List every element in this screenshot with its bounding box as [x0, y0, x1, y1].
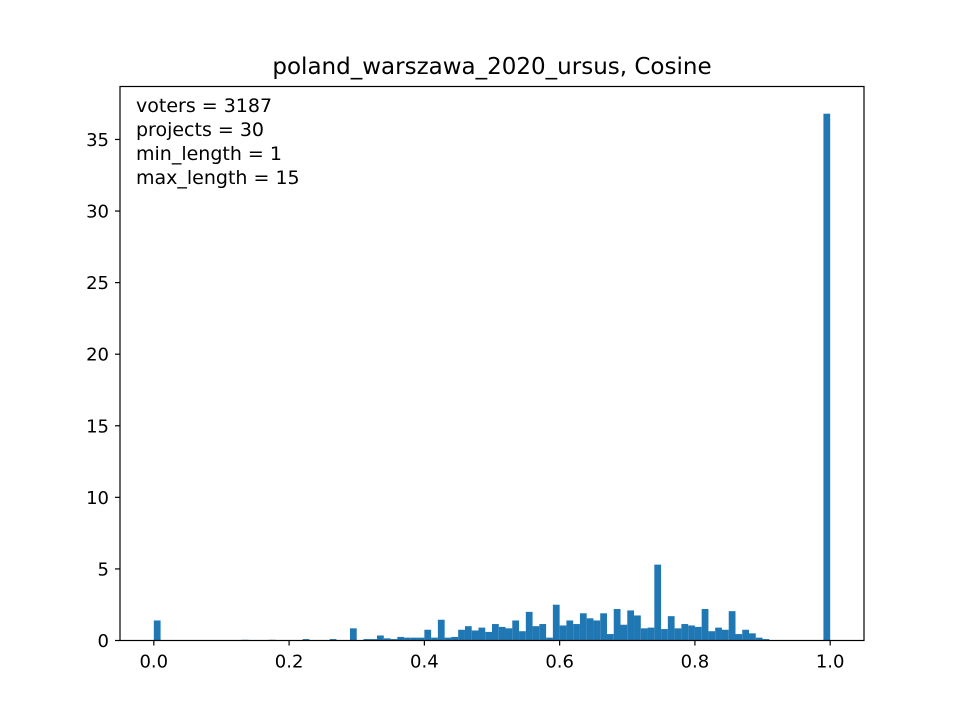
- histogram-bar: [153, 620, 161, 641]
- histogram-bar: [708, 631, 716, 641]
- histogram-bar: [397, 636, 405, 641]
- histogram-bar: [674, 628, 682, 641]
- histogram-bar: [485, 631, 492, 641]
- histogram-bar: [566, 620, 574, 641]
- histogram-bar: [444, 637, 452, 641]
- histogram-bar: [586, 618, 594, 641]
- annotation-projects: projects = 30: [136, 119, 264, 141]
- histogram-bar: [363, 639, 371, 641]
- x-tick-label: 0.2: [275, 652, 304, 673]
- histogram-bar: [431, 637, 438, 641]
- x-tick-label: 0.8: [681, 652, 710, 673]
- histogram-bar: [627, 610, 635, 641]
- histogram-bar: [620, 624, 628, 641]
- histogram-bar: [701, 609, 709, 641]
- axes-frame: [119, 85, 865, 642]
- histogram-bar: [694, 626, 702, 641]
- histogram-bar: [383, 638, 391, 641]
- histogram-bar: [302, 639, 310, 641]
- histogram-bar: [525, 611, 533, 641]
- annotation-box: voters = 3187 projects = 30 min_length =…: [136, 95, 300, 189]
- histogram-bar: [410, 637, 418, 641]
- histogram-bar: [390, 639, 398, 641]
- histogram-bar: [600, 613, 607, 641]
- histogram-bar: [451, 636, 459, 641]
- histogram-bar: [498, 626, 506, 641]
- histogram-bar: [539, 624, 547, 641]
- histogram-bar: [437, 619, 445, 641]
- histogram-bar: [559, 625, 567, 641]
- histogram-bar: [552, 604, 560, 641]
- histogram-bar: [613, 609, 621, 641]
- histogram-bar: [681, 624, 689, 641]
- histogram-bar: [329, 639, 337, 641]
- histogram-bar: [661, 629, 668, 641]
- histogram-bar: [519, 631, 526, 641]
- x-tick-label: 1.0: [816, 652, 845, 673]
- histogram-bar: [735, 634, 743, 641]
- histogram-bar: [593, 620, 601, 641]
- y-tick-label: 30: [86, 202, 109, 223]
- histogram-bar: [755, 637, 763, 641]
- histogram-bar: [749, 633, 756, 641]
- x-tick-label: 0.4: [410, 652, 439, 673]
- histogram-bar: [647, 627, 655, 641]
- histogram-bar: [823, 113, 831, 641]
- y-tick-label: 0: [98, 631, 109, 652]
- histogram-bar: [471, 630, 479, 641]
- histogram-bar: [762, 639, 770, 641]
- histogram-bar: [715, 627, 722, 641]
- histogram-bar: [634, 615, 641, 641]
- histogram-bar: [606, 634, 614, 641]
- histogram-bar: [688, 625, 695, 641]
- y-tick-label: 35: [86, 130, 109, 151]
- histogram-bar: [667, 616, 675, 641]
- histogram-bar: [532, 626, 540, 641]
- histogram-bar: [505, 628, 513, 641]
- histogram-bar: [417, 637, 425, 641]
- histogram-bar: [640, 628, 648, 641]
- histogram-bar: [492, 624, 499, 641]
- annotation-max-length: max_length = 15: [136, 167, 300, 189]
- bars-group: [153, 113, 831, 641]
- annotation-min-length: min_length = 1: [136, 143, 282, 165]
- histogram-bar: [573, 624, 580, 641]
- annotation-voters: voters = 3187: [136, 95, 272, 117]
- histogram-bar: [404, 637, 411, 641]
- histogram-bar: [377, 635, 384, 641]
- y-tick-label: 25: [86, 273, 109, 294]
- histogram-bar: [424, 629, 432, 641]
- x-axis: 0.0 0.2 0.4 0.6 0.8 1.0: [139, 640, 845, 673]
- histogram-bar: [512, 620, 520, 641]
- y-tick-label: 20: [86, 345, 109, 366]
- histogram-bar: [464, 626, 472, 641]
- histogram-bar: [728, 611, 736, 641]
- histogram-bar: [546, 637, 553, 641]
- y-tick-label: 15: [86, 416, 109, 437]
- y-axis: 0 5 10 15 20 25 30 35: [86, 130, 120, 652]
- x-tick-label: 0.6: [545, 652, 574, 673]
- y-tick-label: 10: [86, 488, 109, 509]
- histogram-bar: [654, 564, 662, 641]
- histogram-bar: [721, 629, 729, 641]
- histogram-bar: [742, 629, 750, 641]
- histogram-bar: [370, 639, 378, 641]
- chart-title: poland_warszawa_2020_ursus, Cosine: [272, 54, 711, 80]
- y-tick-label: 5: [98, 559, 109, 580]
- histogram-bar: [478, 627, 486, 641]
- x-tick-label: 0.0: [139, 652, 168, 673]
- histogram-bar: [458, 629, 465, 641]
- histogram-bar: [349, 628, 357, 641]
- histogram-bar: [579, 613, 587, 641]
